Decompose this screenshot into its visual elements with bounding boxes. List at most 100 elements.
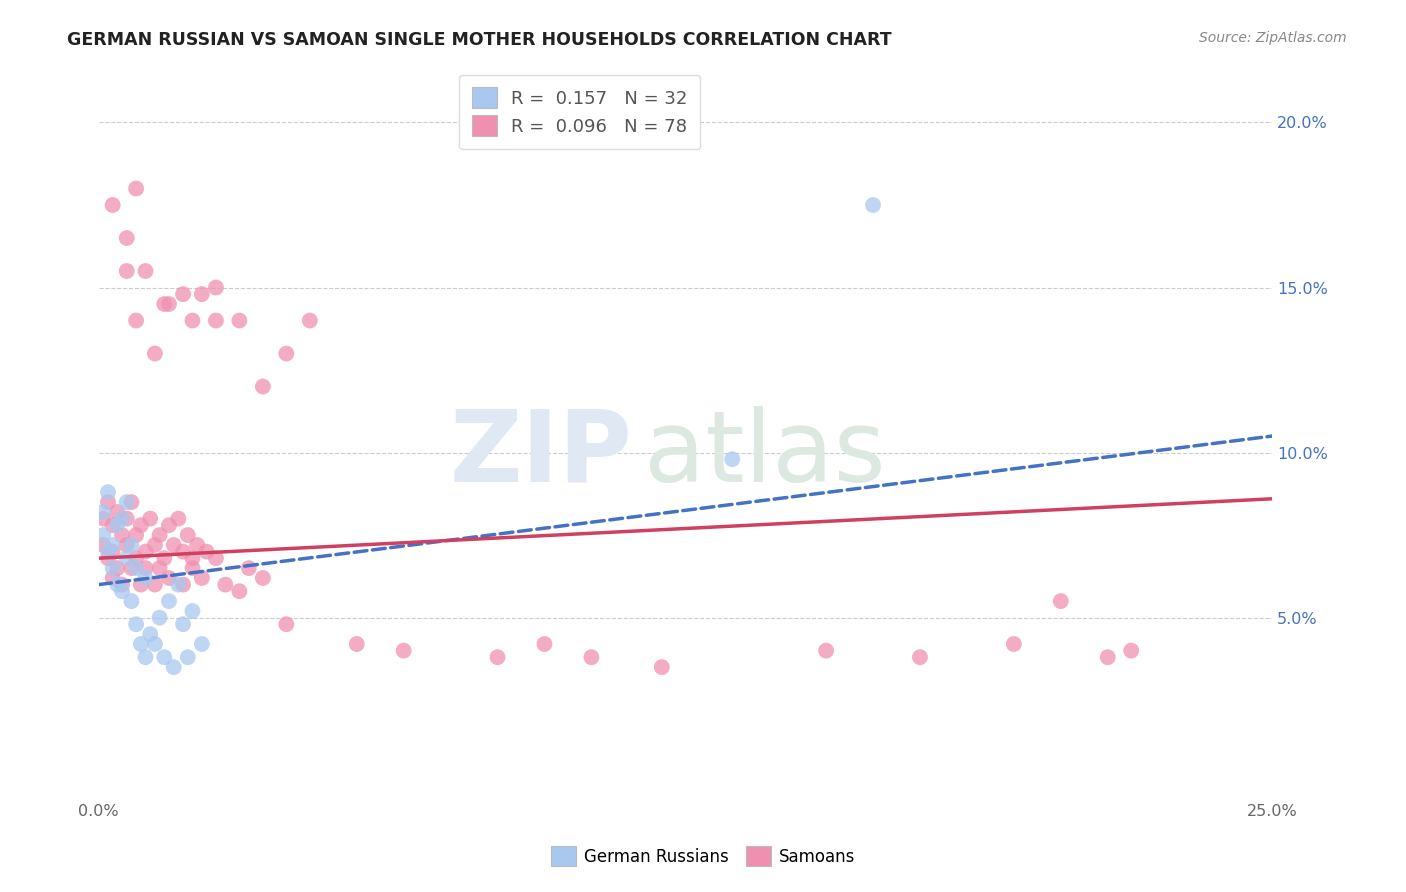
Point: [101, 198, 124, 212]
Point: [97, 495, 120, 509]
Point: [105, 518, 128, 533]
Point: [111, 584, 134, 599]
Point: [1049, 594, 1071, 608]
Point: [91, 511, 114, 525]
Point: [105, 561, 128, 575]
Point: [111, 577, 134, 591]
Point: [149, 561, 172, 575]
Point: [157, 518, 180, 533]
Text: Source: ZipAtlas.com: Source: ZipAtlas.com: [1199, 31, 1347, 45]
Point: [105, 577, 128, 591]
Point: [276, 346, 298, 360]
Point: [346, 637, 368, 651]
Point: [392, 643, 415, 657]
Point: [134, 544, 156, 558]
Point: [101, 544, 124, 558]
Point: [143, 538, 166, 552]
Point: [177, 528, 200, 542]
Point: [157, 571, 180, 585]
Point: [101, 571, 124, 585]
Point: [205, 551, 228, 566]
Point: [228, 584, 250, 599]
Point: [153, 297, 176, 311]
Point: [1097, 650, 1119, 665]
Text: atlas: atlas: [644, 406, 886, 503]
Point: [143, 577, 166, 591]
Point: [172, 617, 194, 632]
Point: [125, 313, 148, 327]
Point: [581, 650, 603, 665]
Point: [115, 495, 138, 509]
Point: [191, 571, 214, 585]
Point: [139, 511, 162, 525]
Point: [97, 485, 120, 500]
Point: [172, 544, 194, 558]
Point: [172, 577, 194, 591]
Point: [908, 650, 931, 665]
Point: [125, 181, 148, 195]
Point: [101, 561, 124, 575]
Point: [205, 313, 228, 327]
Point: [181, 604, 204, 618]
Point: [815, 643, 838, 657]
Point: [214, 577, 236, 591]
Point: [91, 528, 114, 542]
Point: [1121, 643, 1143, 657]
Point: [238, 561, 260, 575]
Point: [120, 538, 142, 552]
Point: [125, 561, 148, 575]
Point: [153, 650, 176, 665]
Point: [125, 528, 148, 542]
Point: [111, 528, 134, 542]
Point: [129, 637, 152, 651]
Legend: R =  0.157   N = 32, R =  0.096   N = 78: R = 0.157 N = 32, R = 0.096 N = 78: [458, 75, 700, 149]
Point: [120, 594, 142, 608]
Point: [205, 280, 228, 294]
Point: [134, 561, 156, 575]
Point: [120, 495, 142, 509]
Legend: German Russians, Samoans: German Russians, Samoans: [544, 839, 862, 873]
Point: [105, 505, 128, 519]
Point: [252, 571, 274, 585]
Point: [181, 561, 204, 575]
Point: [115, 538, 138, 552]
Text: GERMAN RUSSIAN VS SAMOAN SINGLE MOTHER HOUSEHOLDS CORRELATION CHART: GERMAN RUSSIAN VS SAMOAN SINGLE MOTHER H…: [67, 31, 893, 49]
Point: [125, 617, 148, 632]
Point: [651, 660, 673, 674]
Point: [143, 637, 166, 651]
Point: [191, 287, 214, 301]
Point: [181, 313, 204, 327]
Point: [533, 637, 555, 651]
Point: [172, 287, 194, 301]
Point: [157, 297, 180, 311]
Point: [129, 518, 152, 533]
Point: [101, 538, 124, 552]
Point: [862, 198, 884, 212]
Point: [139, 627, 162, 641]
Point: [97, 544, 120, 558]
Point: [129, 577, 152, 591]
Point: [167, 511, 190, 525]
Point: [486, 650, 509, 665]
Point: [149, 528, 172, 542]
Point: [91, 505, 114, 519]
Point: [91, 538, 114, 552]
Point: [163, 538, 186, 552]
Point: [115, 511, 138, 525]
Point: [101, 518, 124, 533]
Point: [120, 561, 142, 575]
Point: [721, 452, 744, 467]
Point: [228, 313, 250, 327]
Point: [115, 231, 138, 245]
Point: [149, 610, 172, 624]
Point: [143, 346, 166, 360]
Point: [177, 650, 200, 665]
Point: [1002, 637, 1025, 651]
Point: [298, 313, 321, 327]
Point: [134, 650, 156, 665]
Point: [167, 577, 190, 591]
Text: ZIP: ZIP: [450, 406, 633, 503]
Point: [125, 551, 148, 566]
Point: [191, 637, 214, 651]
Point: [134, 264, 156, 278]
